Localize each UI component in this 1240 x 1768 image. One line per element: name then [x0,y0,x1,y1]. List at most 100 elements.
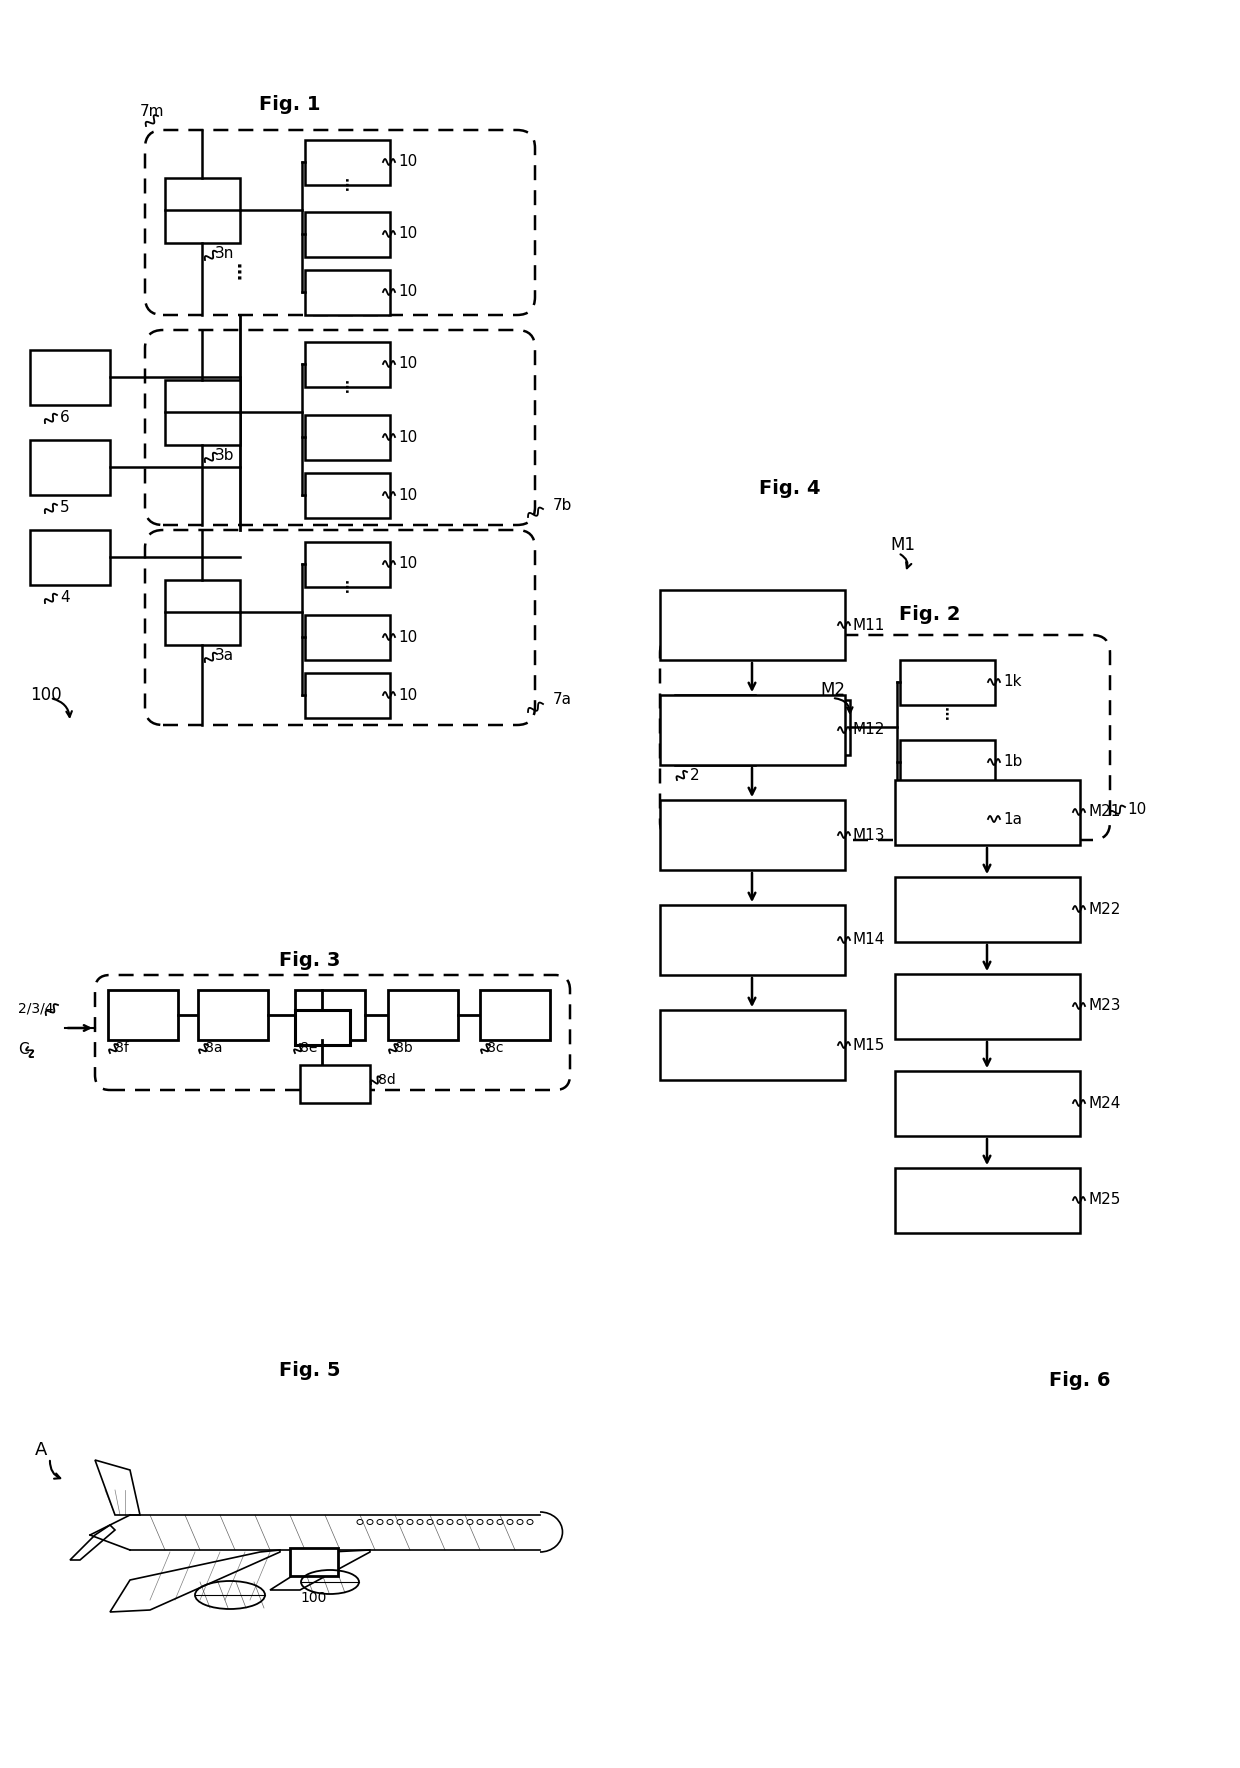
Text: 3a: 3a [215,649,234,663]
Text: 7b: 7b [553,497,573,513]
Text: 3b: 3b [215,449,234,463]
FancyBboxPatch shape [305,341,391,387]
Text: 7a: 7a [553,693,572,707]
Text: 6: 6 [60,410,69,426]
FancyBboxPatch shape [305,615,391,659]
Text: 1b: 1b [1003,755,1022,769]
FancyBboxPatch shape [290,1549,339,1575]
FancyBboxPatch shape [30,350,110,405]
FancyBboxPatch shape [795,700,849,755]
FancyBboxPatch shape [660,591,844,659]
Text: 10: 10 [398,357,417,371]
Ellipse shape [527,1519,533,1524]
FancyBboxPatch shape [675,695,755,766]
Ellipse shape [357,1519,363,1524]
Text: 10: 10 [398,557,417,571]
Text: 8a: 8a [205,1041,222,1055]
FancyBboxPatch shape [165,580,241,645]
Text: M24: M24 [1087,1096,1121,1110]
FancyBboxPatch shape [305,674,391,718]
FancyBboxPatch shape [305,271,391,315]
Ellipse shape [446,1519,453,1524]
FancyBboxPatch shape [198,990,268,1040]
Ellipse shape [387,1519,393,1524]
Text: 10: 10 [398,488,417,502]
FancyBboxPatch shape [305,415,391,460]
Text: Fig. 5: Fig. 5 [279,1361,341,1379]
Text: 100: 100 [300,1591,326,1605]
FancyBboxPatch shape [480,990,551,1040]
FancyBboxPatch shape [895,974,1080,1040]
FancyBboxPatch shape [660,1010,844,1080]
Text: 5: 5 [60,500,69,516]
Text: 3n: 3n [215,246,234,262]
Ellipse shape [427,1519,433,1524]
FancyBboxPatch shape [295,1010,350,1045]
Text: 10: 10 [1127,803,1146,817]
Ellipse shape [497,1519,503,1524]
Text: M25: M25 [1087,1192,1121,1208]
FancyBboxPatch shape [295,990,365,1040]
Text: Fig. 3: Fig. 3 [279,951,341,969]
Text: M11: M11 [853,617,885,633]
Ellipse shape [417,1519,423,1524]
FancyBboxPatch shape [895,877,1080,942]
FancyBboxPatch shape [305,140,391,186]
Text: ⋯: ⋯ [940,705,954,720]
Text: 8b: 8b [396,1041,413,1055]
Text: M15: M15 [853,1038,885,1052]
Text: M13: M13 [853,827,885,843]
Text: 10: 10 [398,688,417,702]
Ellipse shape [397,1519,403,1524]
Text: M14: M14 [853,932,885,948]
Text: 10: 10 [398,629,417,645]
Text: M22: M22 [1087,902,1121,916]
Text: 10: 10 [398,226,417,242]
Ellipse shape [367,1519,373,1524]
FancyBboxPatch shape [300,1064,370,1103]
FancyBboxPatch shape [900,659,994,705]
Text: Fig. 4: Fig. 4 [759,479,821,497]
Ellipse shape [407,1519,413,1524]
Text: M2: M2 [820,681,844,698]
FancyBboxPatch shape [305,474,391,518]
Ellipse shape [517,1519,523,1524]
Text: 7m: 7m [140,104,165,120]
Text: 8c: 8c [487,1041,503,1055]
FancyBboxPatch shape [305,212,391,256]
FancyBboxPatch shape [660,905,844,974]
Text: 1k: 1k [1003,675,1022,690]
FancyBboxPatch shape [108,990,179,1040]
Text: ⋯: ⋯ [340,578,353,592]
Text: 10: 10 [398,154,417,170]
FancyBboxPatch shape [30,440,110,495]
Text: M23: M23 [1087,999,1121,1013]
Text: M1: M1 [890,536,915,553]
Text: Fig. 6: Fig. 6 [1049,1370,1111,1390]
FancyBboxPatch shape [900,797,994,842]
Ellipse shape [377,1519,383,1524]
Text: A: A [35,1441,47,1459]
Text: ⋯: ⋯ [340,378,353,392]
FancyBboxPatch shape [388,990,458,1040]
Text: 100: 100 [30,686,62,704]
Ellipse shape [467,1519,472,1524]
Text: C: C [19,1043,29,1057]
Ellipse shape [436,1519,443,1524]
FancyBboxPatch shape [660,799,844,870]
FancyBboxPatch shape [30,530,110,585]
Text: 10: 10 [398,430,417,444]
Ellipse shape [487,1519,494,1524]
FancyBboxPatch shape [165,179,241,242]
Text: 4: 4 [60,591,69,605]
Text: Fig. 2: Fig. 2 [899,605,961,624]
FancyBboxPatch shape [900,741,994,785]
Text: 2/3/4: 2/3/4 [19,1001,53,1015]
Text: M12: M12 [853,723,885,737]
FancyBboxPatch shape [895,1169,1080,1232]
FancyBboxPatch shape [895,1071,1080,1137]
Text: Fig. 1: Fig. 1 [259,95,321,115]
Ellipse shape [477,1519,484,1524]
FancyBboxPatch shape [660,695,844,766]
Text: ⋯: ⋯ [340,177,353,189]
